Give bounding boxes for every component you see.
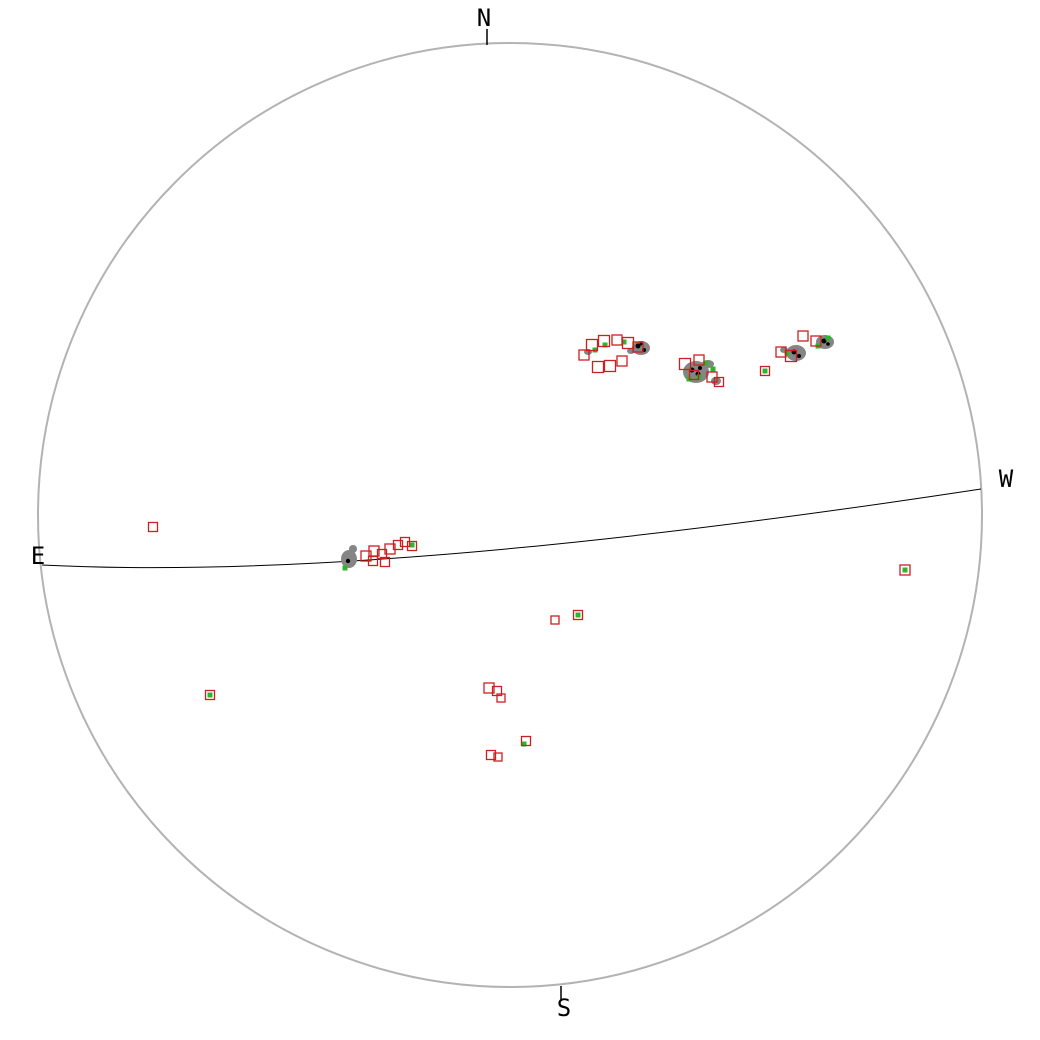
detected-spot-box: [678, 357, 692, 371]
detected-spot-box: [406, 540, 418, 552]
detected-spot-box: [603, 359, 617, 373]
detected-spot-box: [759, 365, 771, 377]
detected-spot-box: [585, 338, 599, 352]
umbra-dots: [345, 338, 830, 564]
detected-spot-box: [367, 555, 379, 567]
detected-spot-box: [493, 752, 503, 762]
caption-text: DETECTED SPOTS 2025−07−17 05:45:23UT Sol…: [100, 1038, 1040, 1040]
detected-spot-box: [597, 334, 611, 348]
solar-limb: [37, 42, 983, 988]
detected-spot-box: [810, 335, 822, 347]
detected-spot-box: [591, 360, 605, 374]
detected-spot-box: [392, 539, 404, 551]
detected-spot-box: [693, 354, 705, 366]
detected-spot-box: [379, 556, 391, 568]
detected-spot-box: [899, 564, 911, 576]
detected-spot-box: [797, 330, 809, 342]
detected-spot-box: [550, 615, 560, 625]
detected-spot-box: [616, 355, 628, 367]
detected-spot-box: [688, 369, 700, 381]
detected-spot-box: [147, 521, 159, 533]
detected-spot-box: [611, 334, 623, 346]
detected-spot-box: [713, 376, 725, 388]
detected-spot-box: [632, 341, 644, 353]
cardinal-label-w: W: [999, 465, 1014, 493]
caption: DETECTED SPOTS 2025−07−17 05:45:23UT Sol…: [45, 1012, 1040, 1040]
feature-marks: [207, 335, 908, 747]
cardinal-label-s: S: [557, 994, 571, 1022]
cardinal-label-e: E: [31, 542, 45, 570]
cardinal-label-n: N: [477, 4, 491, 32]
detected-spot-box: [578, 349, 590, 361]
detected-spot-box: [485, 749, 497, 761]
detected-spot-box: [572, 609, 584, 621]
detected-spot-box: [204, 689, 216, 701]
detected-spot-boxes: [147, 330, 911, 762]
detected-spot-box: [784, 349, 798, 363]
detected-spot-box: [520, 735, 532, 747]
detected-spot-box: [496, 693, 506, 703]
detected-spot-box: [483, 682, 495, 694]
equator-line: [41, 488, 982, 569]
